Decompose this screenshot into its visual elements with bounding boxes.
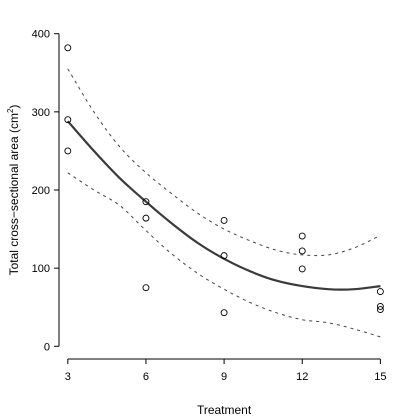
confidence-bands [67, 68, 381, 338]
data-point [64, 116, 72, 124]
data-point [220, 309, 228, 317]
upper-confidence-band [67, 68, 381, 257]
y-tick-label: 0 [44, 341, 50, 353]
data-point [298, 247, 306, 255]
data-point [142, 198, 150, 206]
y-tick-label: 100 [32, 263, 50, 275]
fitted-line [66, 120, 381, 291]
data-point [376, 302, 384, 310]
data-point [142, 214, 150, 222]
y-tick-label: 400 [32, 29, 50, 41]
data-point [220, 217, 228, 224]
y-tick-label: 300 [32, 107, 50, 119]
data-point [298, 232, 306, 240]
data-points [64, 44, 384, 317]
data-point [142, 284, 150, 292]
axes: 3 6 9 12 15 0 100 200 300 400 [32, 29, 387, 383]
data-point [64, 44, 72, 52]
data-point [220, 252, 228, 260]
x-tick-label: 3 [65, 371, 71, 383]
y-axis-title: Total cross−sectional area (cm2) [6, 105, 21, 276]
x-tick-label: 6 [143, 371, 149, 383]
lower-confidence-band [67, 172, 381, 338]
y-tick-label: 200 [32, 185, 50, 197]
x-axis-title: Treatment [197, 403, 252, 417]
fitted-curve [66, 120, 381, 291]
x-tick-label: 12 [296, 371, 308, 383]
data-point [376, 288, 384, 296]
y-axis-title-text: Total cross−sectional area (cm [7, 113, 21, 275]
data-point [298, 265, 306, 273]
x-tick-label: 15 [374, 371, 386, 383]
data-point [64, 147, 72, 155]
y-axis-title-superscript: 2 [6, 108, 15, 113]
y-axis-title-close: ) [7, 105, 21, 109]
x-tick-label: 9 [221, 371, 227, 383]
data-point [376, 306, 384, 314]
